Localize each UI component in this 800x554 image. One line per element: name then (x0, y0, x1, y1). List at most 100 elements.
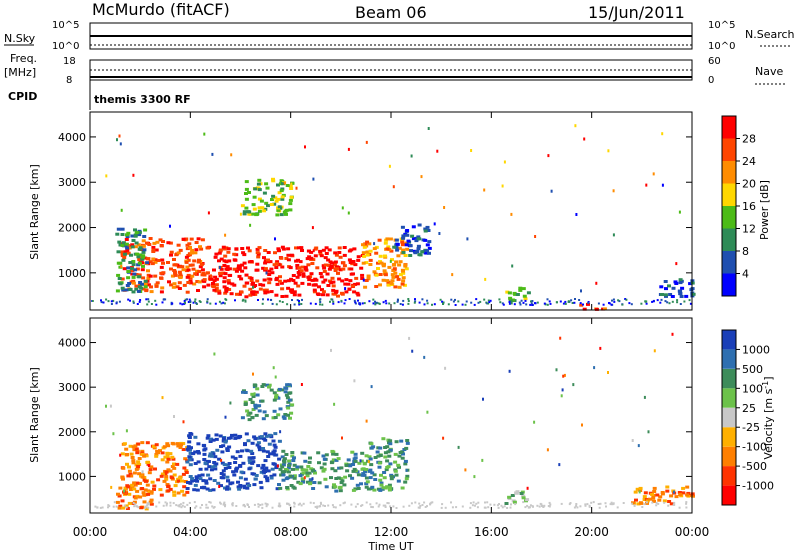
echo-cell (188, 448, 192, 452)
echo-cell (120, 499, 125, 503)
echo-cell (388, 439, 393, 443)
echo-cell (334, 506, 337, 509)
echo-cell (263, 267, 268, 271)
echo-cell (201, 479, 206, 483)
echo-cell (193, 501, 196, 504)
echo-cell (132, 173, 135, 177)
echo-cell (645, 501, 649, 505)
echo-cell (522, 501, 525, 504)
echo-region (366, 437, 410, 492)
station-title: McMurdo (fitACF) (92, 0, 230, 19)
echo-cell (563, 373, 566, 377)
echo-cell (175, 285, 180, 289)
echo-cell (425, 243, 430, 247)
echo-cell (176, 479, 181, 483)
echo-cell (407, 298, 410, 300)
echo-cell (378, 283, 382, 287)
echo-cell (187, 458, 192, 462)
echo-cell (217, 251, 222, 255)
echo-cell (182, 466, 187, 470)
echo-cell (244, 432, 249, 436)
echo-cell (278, 486, 283, 490)
echo-cell (314, 302, 317, 305)
echo-cell (579, 302, 582, 305)
echo-cell (214, 277, 219, 281)
echo-cell (154, 453, 159, 456)
echo-cell (127, 282, 132, 285)
echo-cell (308, 478, 313, 482)
echo-cell (393, 302, 396, 305)
echo-cell (321, 454, 326, 458)
echo-cell (570, 299, 573, 302)
colorbar-tick-label: 500 (742, 363, 763, 376)
colorbar-tick-label: 1000 (742, 343, 770, 356)
echo-cell (327, 263, 331, 267)
echo-cell (231, 504, 234, 507)
echo-cell (222, 247, 227, 251)
echo-cell (575, 503, 578, 505)
echo-cell (420, 250, 425, 254)
echo-cell (423, 355, 426, 359)
x-tick-label: 08:00 (273, 525, 308, 539)
echo-cell (267, 269, 272, 273)
echo-cell (450, 298, 453, 301)
echo-cell (575, 504, 578, 507)
echo-cell (206, 434, 211, 438)
echo-cell (200, 238, 205, 242)
echo-cell (119, 142, 122, 146)
echo-cell (212, 479, 217, 482)
echo-cell (138, 481, 142, 485)
echo-cell (607, 149, 610, 153)
echo-cell (217, 291, 222, 295)
echo-cell (258, 480, 263, 484)
echo-cell (210, 454, 214, 458)
echo-cell (244, 197, 249, 201)
echo-cell (395, 242, 400, 246)
echo-cell (250, 401, 255, 404)
echo-cell (256, 441, 261, 445)
echo-cell (286, 303, 289, 306)
echo-cell (514, 491, 519, 495)
echo-cell (264, 182, 269, 186)
echo-cell (160, 451, 165, 455)
echo-cell (186, 254, 191, 257)
echo-cell (128, 287, 133, 291)
echo-cell (364, 485, 369, 489)
echo-cell (112, 299, 115, 302)
echo-cell (321, 280, 326, 284)
echo-cell (678, 292, 683, 296)
echo-cell (444, 506, 447, 509)
echo-cell (278, 467, 283, 471)
echo-cell (131, 275, 136, 279)
echo-cell (461, 303, 464, 306)
echo-cell (307, 460, 312, 464)
echo-cell (222, 285, 227, 289)
echo-cell (546, 298, 549, 301)
echo-cell (151, 248, 156, 252)
echo-cell (568, 503, 571, 506)
echo-cell (137, 261, 142, 265)
echo-cell (166, 502, 168, 505)
echo-cell (312, 481, 317, 484)
echo-cell (248, 461, 253, 465)
echo-cell (247, 249, 252, 253)
echo-cell (372, 473, 377, 477)
echo-cell (348, 298, 351, 300)
echo-cell (524, 299, 527, 302)
echo-cell (168, 452, 173, 456)
echo-cell (389, 259, 392, 263)
echo-cell (582, 307, 587, 311)
echo-region (120, 441, 190, 497)
echo-cell (209, 468, 214, 472)
echo-cell (120, 233, 125, 236)
echo-cell (292, 293, 297, 297)
echo-cell (395, 275, 400, 279)
echo-cell (204, 481, 209, 485)
echo-cell (148, 500, 153, 504)
echo-cell (226, 479, 230, 483)
colorbar-tick-label: 4 (742, 268, 749, 281)
echo-cell (361, 302, 364, 305)
echo-cell (364, 279, 369, 282)
echo-cell (368, 468, 373, 472)
echo-cell (660, 293, 664, 296)
